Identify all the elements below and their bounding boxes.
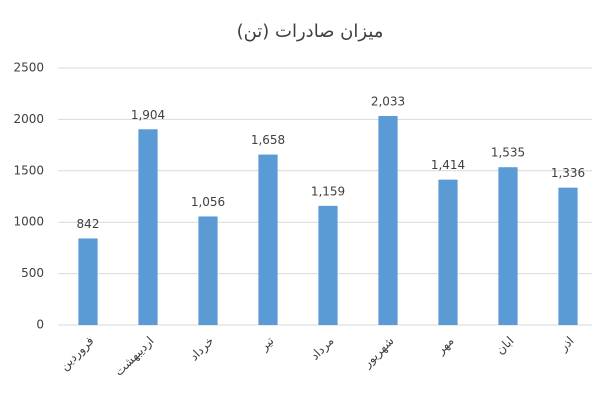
x-tick-label: فروردین: [57, 334, 97, 374]
y-tick-label: 2000: [13, 112, 44, 126]
value-label: 1,535: [491, 146, 525, 160]
value-label: 2,033: [371, 95, 405, 109]
bar: [438, 179, 458, 325]
x-tick-label: خرداد: [187, 334, 217, 364]
value-label: 1,159: [311, 184, 345, 198]
bar: [78, 238, 98, 325]
bar: [138, 129, 158, 325]
x-tick-label: اردیبهشت: [112, 334, 158, 380]
value-label: 1,904: [131, 108, 165, 122]
x-tick-label: مرداد: [308, 334, 338, 364]
value-label: 1,056: [191, 195, 225, 209]
value-label: 1,414: [431, 158, 465, 172]
chart-title: میزان صادرات (تن): [237, 21, 384, 42]
bar: [318, 205, 338, 325]
bar: [258, 154, 278, 325]
x-tick-label: ابان: [493, 334, 516, 357]
value-label: 1,336: [551, 166, 585, 180]
y-tick-label: 0: [36, 318, 44, 332]
x-tick-label: شهریور: [359, 334, 397, 372]
y-tick-label: 1000: [13, 215, 44, 229]
y-tick-label: 2500: [13, 61, 44, 75]
x-tick-label: تیر: [256, 334, 277, 355]
value-label: 1,658: [251, 133, 285, 147]
bar: [198, 216, 218, 325]
bar: [558, 187, 578, 325]
x-tick-label: اذر: [556, 334, 578, 356]
y-tick-label: 1500: [13, 163, 44, 177]
value-label: 842: [77, 217, 100, 231]
x-tick-label: مهر: [433, 334, 457, 358]
bar: [498, 167, 518, 325]
bar: [378, 116, 398, 325]
y-tick-label: 500: [21, 266, 44, 280]
